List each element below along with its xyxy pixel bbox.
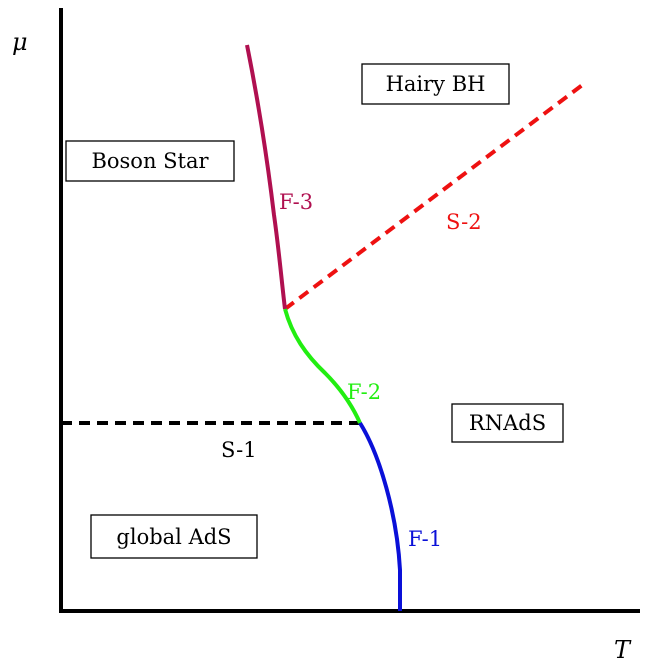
f1-curve: [358, 421, 402, 611]
global-ads-box: [90, 514, 258, 559]
rnads-label: RNAdS: [469, 411, 546, 435]
f1-label: F-1: [408, 527, 442, 551]
s1-label: S-1: [221, 438, 257, 462]
f3-curve: [245, 44, 287, 310]
hairy-bh-box: [361, 63, 510, 105]
y-axis-label: μ: [12, 28, 28, 56]
s2-curve: [283, 81, 587, 311]
rnads-box: [451, 403, 564, 443]
x-axis-label: T: [614, 636, 632, 662]
f2-curve: [283, 308, 362, 424]
boson-star-box: [65, 140, 235, 182]
s2-label: S-2: [446, 210, 482, 234]
boson-star-label: Boson Star: [91, 149, 209, 173]
f3-label: F-3: [279, 190, 313, 214]
hairy-bh-label: Hairy BH: [386, 72, 486, 96]
f2-label: F-2: [347, 380, 381, 404]
global-ads-label: global AdS: [116, 525, 231, 549]
